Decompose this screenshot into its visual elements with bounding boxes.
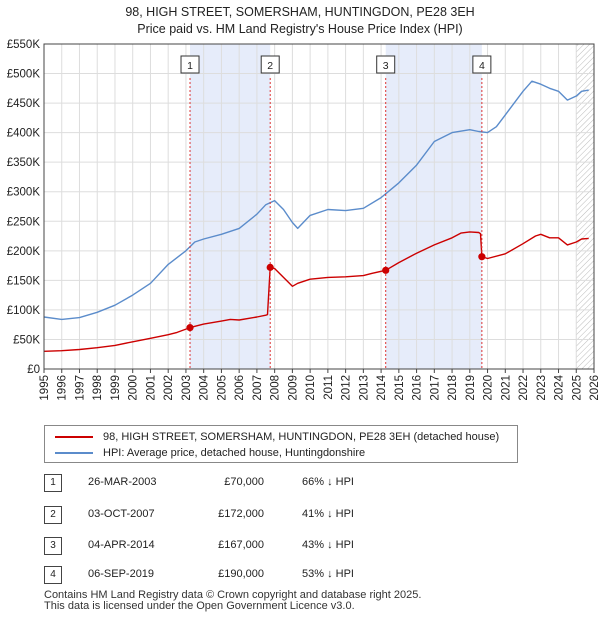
x-tick-label: 1995	[39, 375, 51, 401]
x-tick-label: 2015	[394, 375, 406, 401]
sale-date: 06-SEP-2019	[88, 568, 155, 580]
price-chart: 1 2 3 4 £0 £50K £100K £150K £200K £250K £300K £350…	[7, 39, 600, 401]
x-tick-label: 2008	[270, 375, 282, 401]
sale-date: 03-OCT-2007	[88, 508, 155, 520]
sale-point-3	[382, 266, 390, 274]
sale-point-4	[478, 253, 486, 261]
x-tick-label: 2021	[500, 375, 512, 401]
x-tick-label: 2017	[429, 375, 441, 401]
y-tick-label: £450K	[7, 98, 41, 110]
price-paid-line	[44, 231, 589, 352]
sale-point-2	[266, 263, 274, 271]
plot-background	[44, 44, 594, 369]
sale-row-2: 2 03-OCT-2007 £172,000 41% ↓ HPI	[44, 506, 404, 524]
x-tick-label: 2005	[216, 375, 228, 401]
sale-number: 2	[44, 506, 62, 524]
sale-label-3: 3	[383, 60, 389, 72]
x-tick-label: 2024	[554, 374, 566, 400]
x-tick-label: 1999	[110, 375, 122, 401]
x-tick-label: 2010	[305, 375, 317, 401]
sale-label-2: 2	[267, 60, 273, 72]
sale-label-box-2	[260, 55, 280, 74]
x-tick-label: 2014	[376, 374, 388, 400]
sale-hpi-diff: 66% ↓ HPI	[302, 476, 354, 488]
sale-label-box-1	[180, 55, 200, 74]
footer-line-1: Contains HM Land Registry data © Crown c…	[44, 589, 422, 601]
sale-row-3: 3 04-APR-2014 £167,000 43% ↓ HPI	[44, 537, 404, 555]
sale-price: £70,000	[224, 476, 264, 488]
sale-label-box-4	[472, 55, 492, 74]
y-tick-label: £500K	[7, 69, 41, 81]
chart-title: 98, HIGH STREET, SOMERSHAM, HUNTINGDON, …	[0, 4, 600, 38]
x-tick-label: 2013	[358, 375, 370, 401]
hpi-line	[44, 80, 589, 321]
sale-hpi-diff: 53% ↓ HPI	[302, 568, 354, 580]
title-line-2: Price paid vs. HM Land Registry's House …	[137, 22, 463, 36]
shaded-range-2	[385, 44, 482, 369]
sale-hpi-diff: 43% ↓ HPI	[302, 539, 354, 551]
shaded-range-1	[190, 44, 271, 369]
x-tick-label: 2004	[199, 374, 211, 400]
forecast-hatch	[576, 44, 594, 369]
y-tick-label: £200K	[7, 246, 41, 258]
sale-point-1	[186, 324, 194, 332]
sale-number: 1	[44, 474, 62, 492]
x-tick-label: 2002	[163, 375, 175, 401]
x-tick-label: 2022	[518, 375, 530, 401]
sale-label-box-3	[376, 55, 396, 74]
x-tick-label: 1998	[92, 375, 104, 401]
y-tick-label: £100K	[7, 305, 41, 317]
x-tick-label: 2000	[128, 375, 140, 401]
x-tick-label: 2007	[252, 375, 264, 401]
chart-legend: 98, HIGH STREET, SOMERSHAM, HUNTINGDON, …	[44, 425, 518, 463]
x-tick-label: 2012	[341, 375, 353, 401]
x-tick-label: 2019	[465, 375, 477, 401]
sale-label-1: 1	[187, 60, 193, 72]
sale-number: 4	[44, 566, 62, 584]
legend-swatch-hpi	[55, 452, 93, 454]
y-tick-label: £300K	[7, 187, 41, 199]
y-tick-label: £350K	[7, 157, 41, 169]
y-tick-label: £150K	[7, 275, 41, 287]
legend-label-price: 98, HIGH STREET, SOMERSHAM, HUNTINGDON, …	[103, 431, 500, 443]
y-tick-label: £250K	[7, 216, 41, 228]
y-tick-label: £400K	[7, 128, 41, 140]
sale-date: 26-MAR-2003	[88, 476, 157, 488]
y-tick-label: £550K	[7, 39, 41, 51]
x-tick-label: 1996	[57, 375, 69, 401]
x-tick-label: 2020	[483, 375, 495, 401]
sale-hpi-diff: 41% ↓ HPI	[302, 508, 354, 520]
sale-number: 3	[44, 537, 62, 555]
title-line-1: 98, HIGH STREET, SOMERSHAM, HUNTINGDON, …	[125, 5, 475, 19]
sale-row-1: 1 26-MAR-2003 £70,000 66% ↓ HPI	[44, 474, 404, 492]
x-tick-label: 2016	[412, 375, 424, 401]
x-tick-label: 2023	[536, 375, 548, 401]
legend-label-hpi: HPI: Average price, detached house, Hunt…	[103, 447, 366, 459]
x-tick-label: 2006	[234, 375, 246, 401]
legend-item-hpi: HPI: Average price, detached house, Hunt…	[55, 446, 365, 460]
x-tick-label: 2025	[571, 375, 583, 401]
x-tick-label: 2026	[589, 375, 600, 401]
footer-note: Contains HM Land Registry data © Crown c…	[44, 590, 421, 612]
sale-label-4: 4	[479, 60, 485, 72]
sale-row-4: 4 06-SEP-2019 £190,000 53% ↓ HPI	[44, 566, 404, 584]
x-tick-label: 2001	[145, 375, 157, 401]
sale-price: £167,000	[218, 539, 264, 551]
plot-border	[43, 43, 595, 370]
y-tick-label: £50K	[13, 334, 40, 346]
x-tick-label: 2003	[181, 375, 193, 401]
x-tick-label: 1997	[74, 375, 86, 401]
x-tick-label: 2009	[287, 375, 299, 401]
legend-item-price: 98, HIGH STREET, SOMERSHAM, HUNTINGDON, …	[55, 430, 499, 444]
x-tick-label: 2018	[447, 375, 459, 401]
sale-price: £190,000	[218, 568, 264, 580]
footer-line-2: This data is licensed under the Open Gov…	[44, 600, 355, 612]
legend-swatch-price	[55, 436, 93, 438]
y-tick-label: £0	[27, 364, 40, 376]
x-tick-label: 2011	[323, 375, 335, 400]
sale-date: 04-APR-2014	[88, 539, 155, 551]
sale-price: £172,000	[218, 508, 264, 520]
